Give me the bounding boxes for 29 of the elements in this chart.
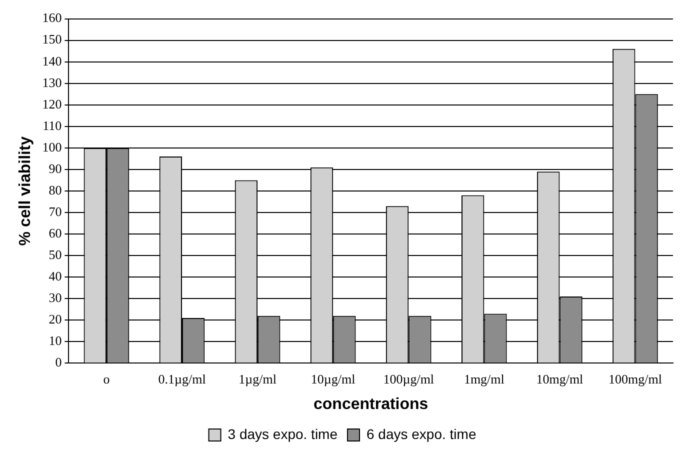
- legend-label: 6 days expo. time: [366, 426, 476, 442]
- x-axis-title: concentrations: [314, 396, 428, 413]
- y-tick-label: 40: [48, 268, 62, 284]
- y-tick-label: 30: [48, 290, 62, 306]
- y-tick-label: 100: [42, 139, 62, 154]
- y-axis-title: % cell viability: [17, 136, 34, 246]
- y-tick-label: 150: [42, 32, 62, 47]
- y-tick-label: 90: [48, 160, 62, 176]
- x-tick-label: 10mg/ml: [536, 371, 584, 386]
- x-tick-label: 1µg/ml: [238, 371, 277, 386]
- y-tick-label: 60: [48, 225, 62, 240]
- x-tick-label: 100mg/ml: [608, 371, 662, 386]
- y-tick-label: 50: [48, 246, 62, 262]
- y-tick-label: 130: [42, 74, 62, 90]
- y-tick-label: 140: [42, 53, 62, 68]
- y-tick-label: 160: [42, 10, 62, 26]
- x-tick-label: 10µg/ml: [310, 371, 356, 386]
- y-tick-label: 70: [48, 204, 62, 219]
- y-tick-label: 80: [48, 182, 62, 198]
- x-tick-label: 1mg/ml: [464, 371, 505, 386]
- y-tick-label: 20: [48, 312, 62, 327]
- x-tick-label: 0.1µg/ml: [158, 371, 206, 386]
- y-tick-label: 120: [42, 96, 62, 112]
- y-tick-label: 0: [55, 354, 62, 370]
- x-tick-label: o: [103, 371, 110, 386]
- legend-label: 3 days expo. time: [228, 426, 338, 442]
- x-tick-label: 100µg/ml: [383, 371, 434, 386]
- y-tick-label: 110: [42, 118, 62, 133]
- y-tick-label: 10: [48, 333, 62, 348]
